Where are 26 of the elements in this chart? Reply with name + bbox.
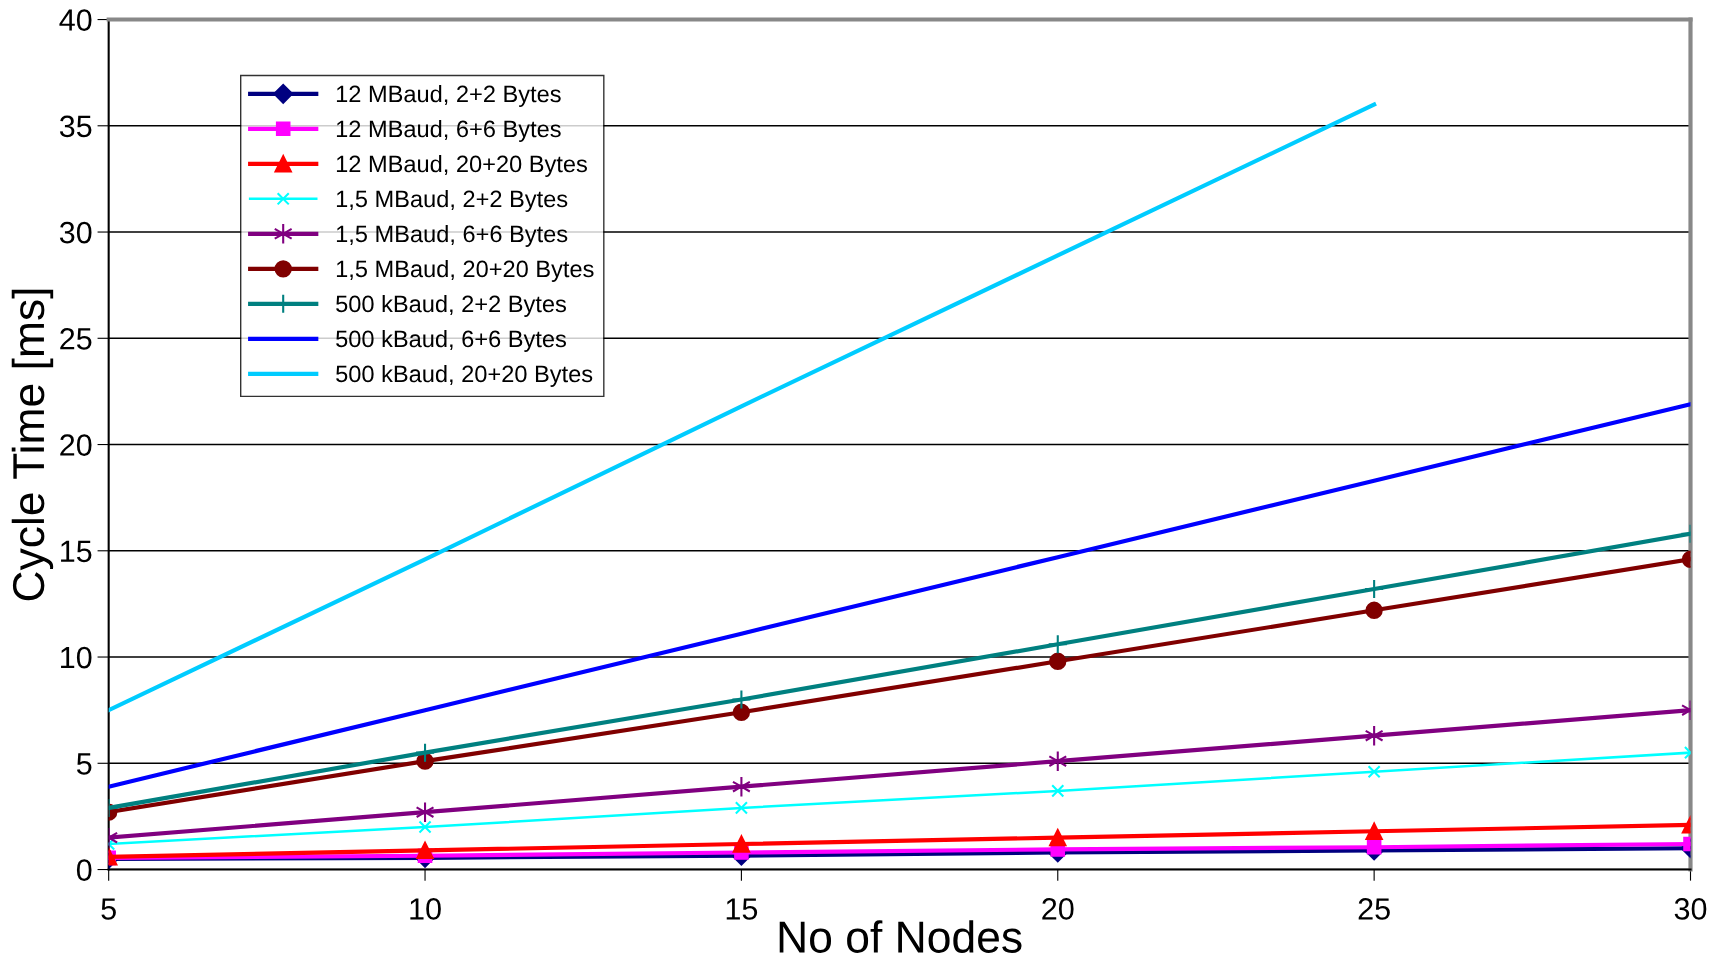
legend-label: 1,5 MBaud, 2+2 Bytes (336, 189, 568, 212)
legend-label: 500 kBaud, 6+6 Bytes (336, 329, 566, 352)
y-tick-label: 10 (61, 646, 92, 669)
legend-label: 1,5 MBaud, 6+6 Bytes (336, 224, 568, 247)
legend-label: 12 MBaud, 20+20 Bytes (336, 154, 587, 177)
legend-label: 12 MBaud, 2+2 Bytes (336, 84, 561, 107)
y-tick-label: 0 (76, 859, 92, 881)
legend-label: 12 MBaud, 6+6 Bytes (336, 119, 561, 142)
y-tick-label: 40 (59, 9, 92, 31)
y-tick-label: 5 (76, 753, 92, 775)
x-tick-label: 5 (101, 898, 116, 920)
legend-label: 500 kBaud, 20+20 Bytes (336, 364, 593, 387)
y-tick-label: 25 (60, 328, 92, 350)
x-tick-label: 20 (1042, 898, 1074, 920)
y-tick-label: 15 (61, 540, 92, 563)
legend-label: 500 kBaud, 2+2 Bytes (336, 294, 566, 317)
y-tick-label: 35 (59, 115, 92, 138)
y-tick-label: 30 (59, 221, 92, 244)
x-tick-label: 10 (410, 898, 441, 920)
x-tick-label: 30 (1674, 898, 1707, 920)
legend-label: 1,5 MBaud, 20+20 Bytes (336, 259, 594, 282)
x-tick-label: 25 (1358, 898, 1390, 920)
x-tick-label: 15 (726, 898, 758, 920)
y-tick-label: 20 (60, 434, 92, 456)
y-axis-title: Cycle Time [ms] (11, 289, 54, 601)
x-axis-title: No of Nodes (779, 920, 1022, 953)
